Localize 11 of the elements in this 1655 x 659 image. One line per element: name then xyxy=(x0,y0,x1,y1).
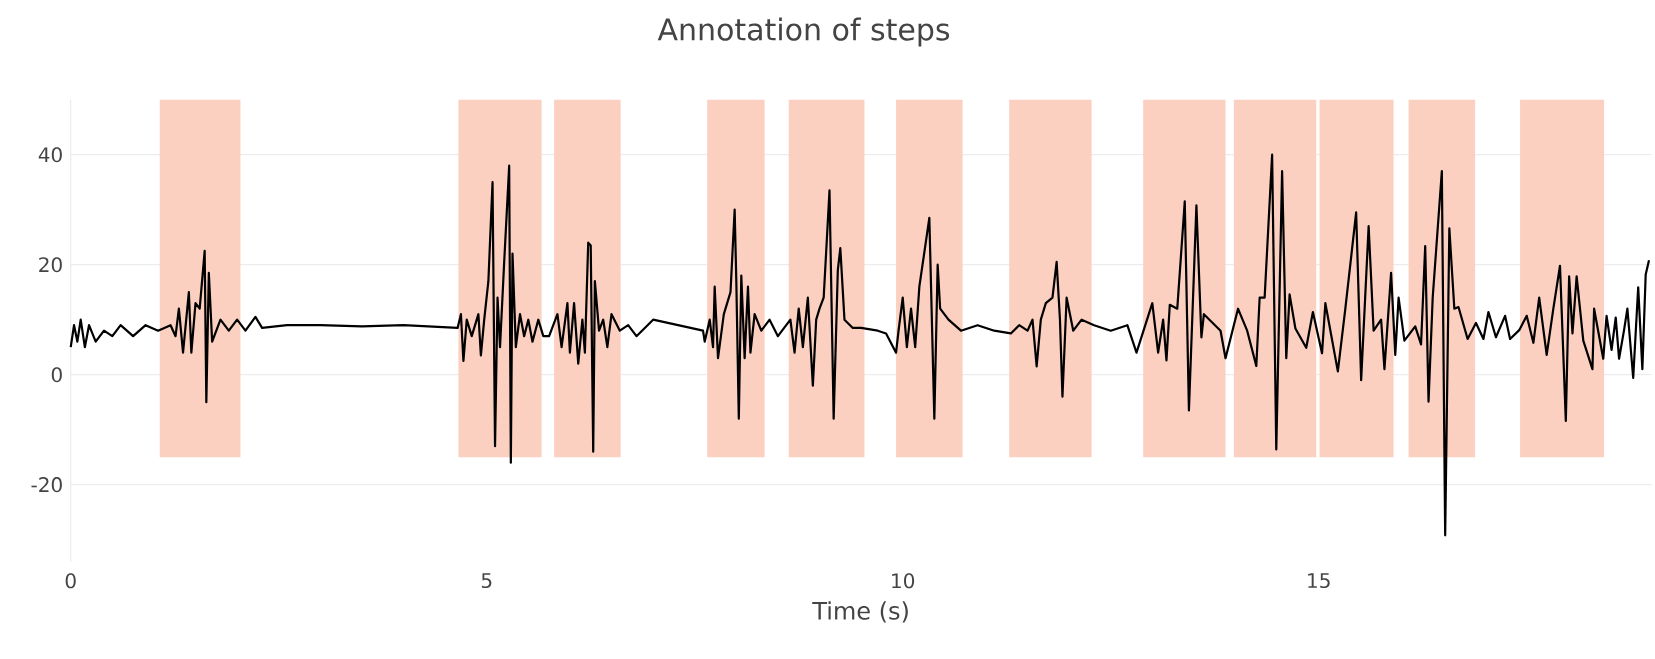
y-tick-label: 20 xyxy=(39,257,62,273)
y-tick-label: -20 xyxy=(31,477,62,493)
line-series xyxy=(69,153,1651,537)
x-tick-label: 5 xyxy=(481,573,492,589)
y-tick-label: 40 xyxy=(38,147,62,163)
x-tick-label: 15 xyxy=(1308,573,1330,589)
x-tick-label: 0 xyxy=(65,573,76,589)
x-axis-title: Time (s) xyxy=(812,601,908,623)
y-tick-label: 0 xyxy=(51,367,62,383)
x-tick-label: 10 xyxy=(892,573,915,589)
chart-title: Annotation of steps xyxy=(657,17,950,47)
